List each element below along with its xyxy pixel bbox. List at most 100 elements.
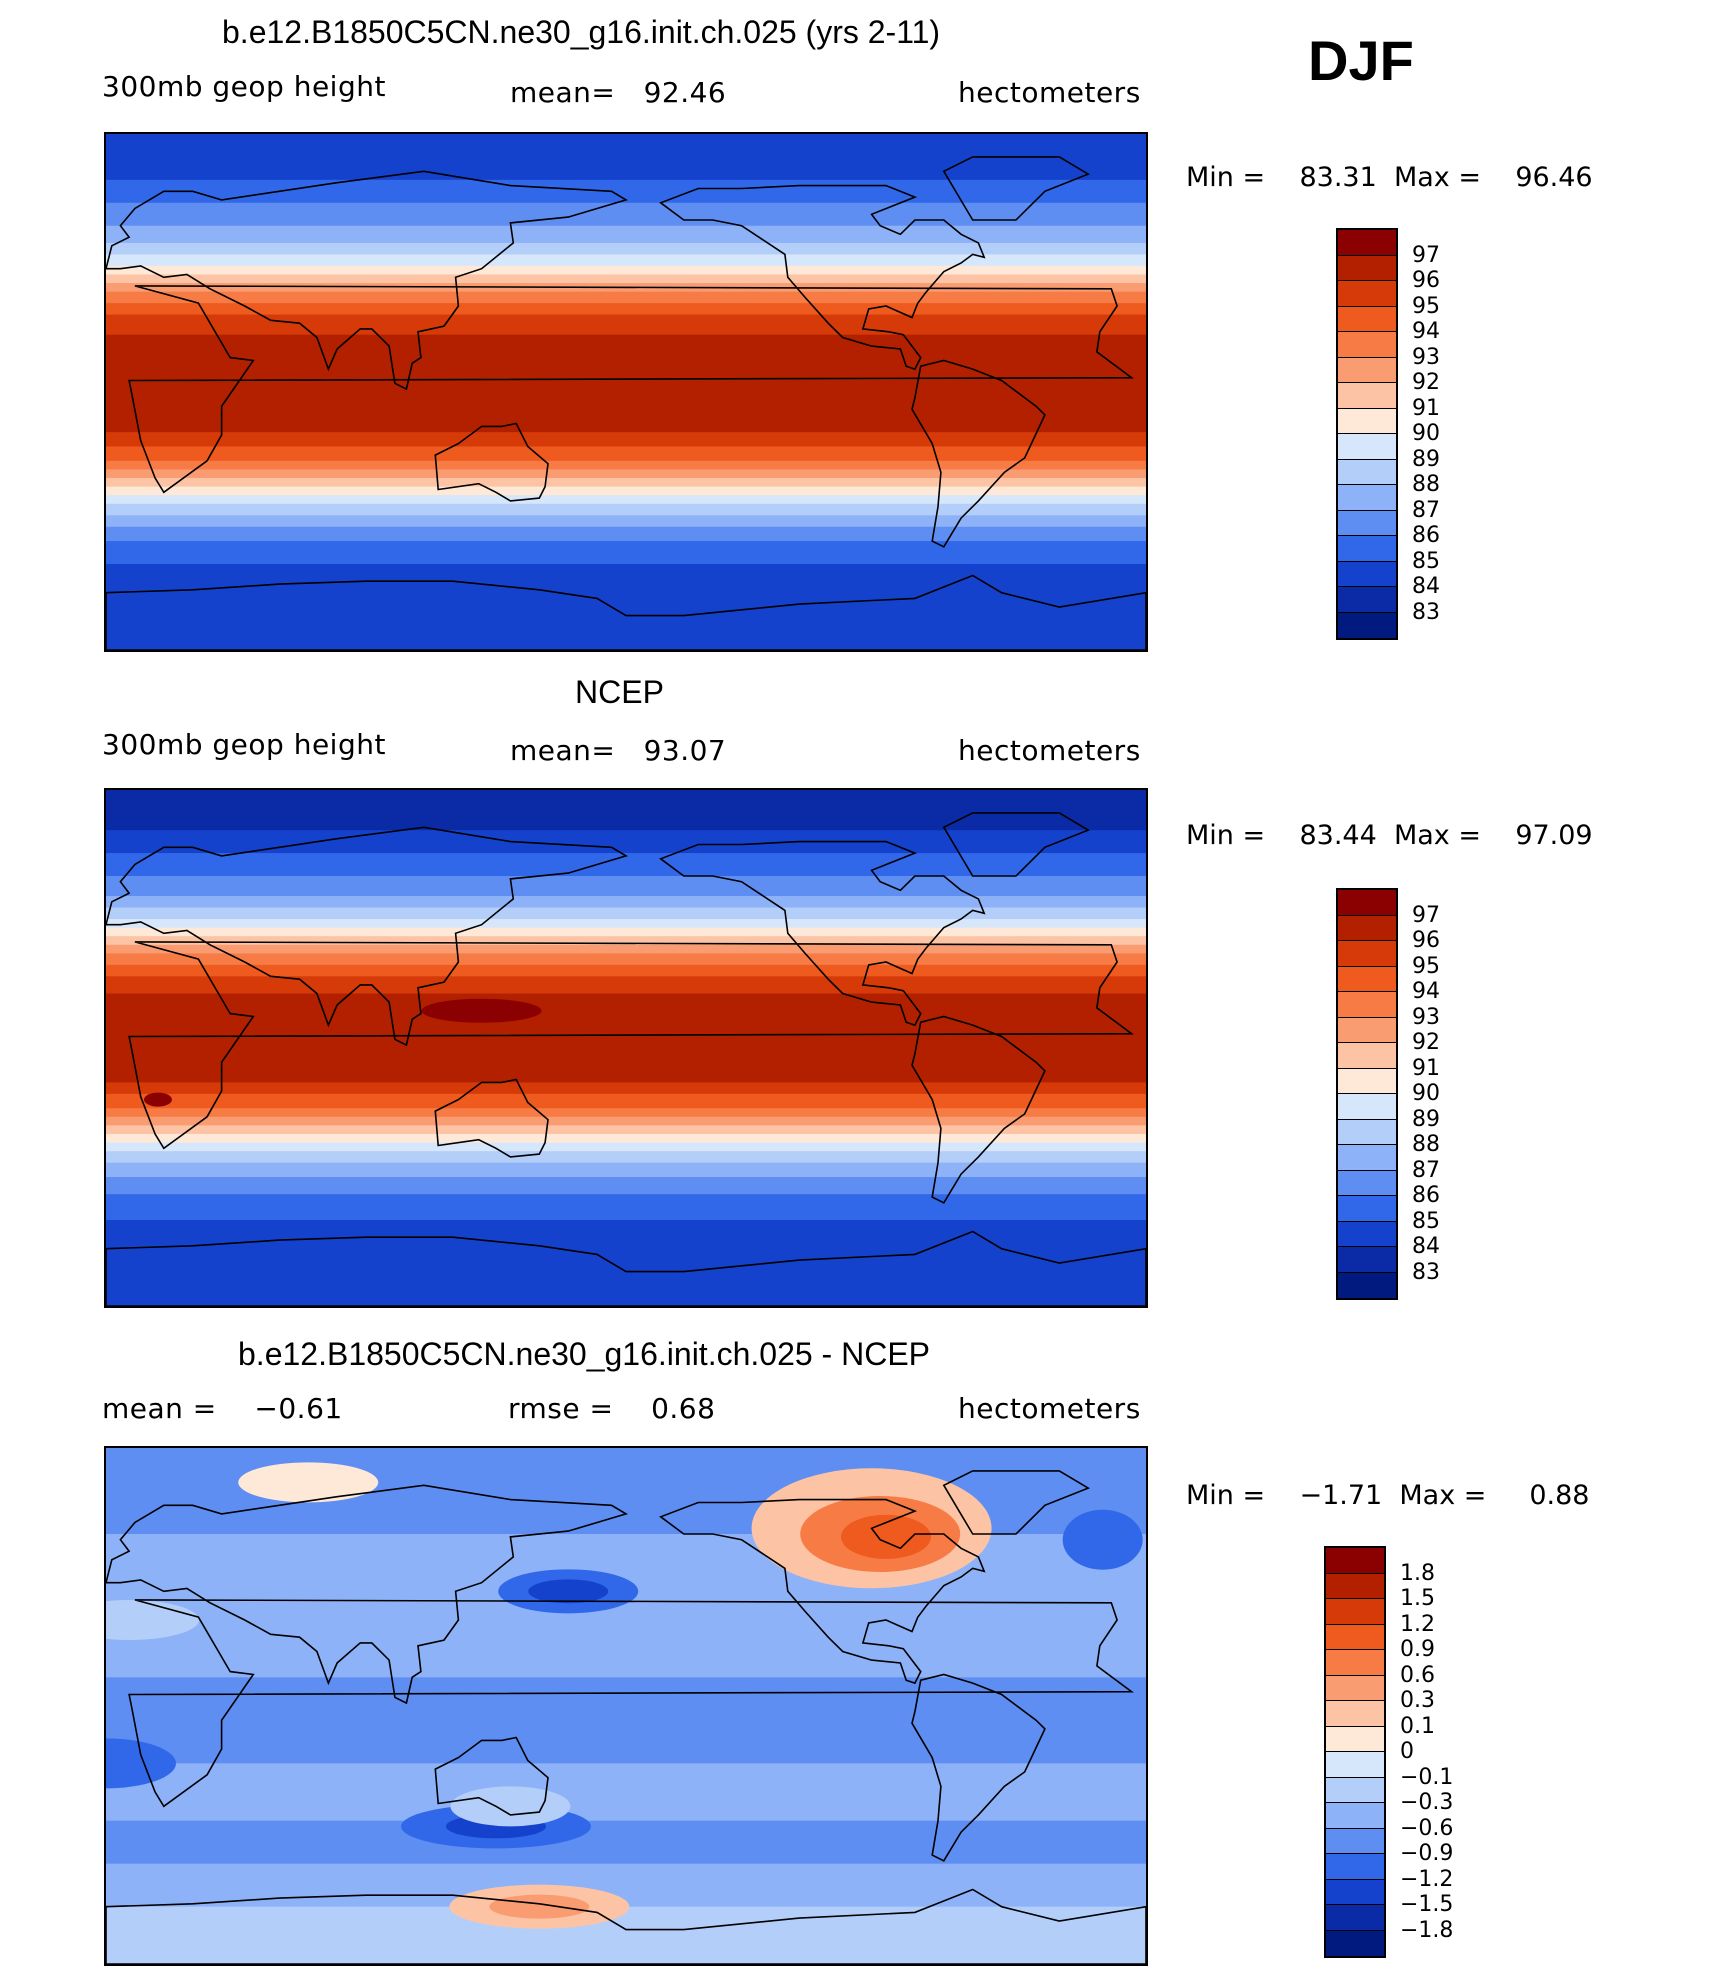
- coastline: [106, 1230, 1146, 1306]
- colorbar-tick-label: 90: [1412, 421, 1440, 446]
- colorbar-cell: [1326, 1701, 1384, 1727]
- contour-band: [106, 993, 1146, 1084]
- colorbar-cell: [1338, 1272, 1396, 1298]
- contour-band: [106, 564, 1146, 650]
- colorbar-cell: [1326, 1624, 1384, 1650]
- contour-band: [106, 1820, 1146, 1865]
- coastline: [106, 1888, 1146, 1964]
- contour-band: [106, 1134, 1146, 1144]
- panel2-variable: 300mb geop height: [102, 728, 386, 761]
- coastline: [106, 826, 628, 1047]
- colorbar-tick-label: 91: [1412, 1055, 1440, 1081]
- colorbar-cell: [1338, 941, 1396, 967]
- panel1-min-label: Min =: [1186, 162, 1266, 193]
- colorbar-cell: [1338, 1094, 1396, 1120]
- contour-band: [106, 254, 1146, 267]
- contour-band: [106, 790, 1146, 832]
- panel1-min-value: 83.31: [1299, 162, 1377, 193]
- colorbar-cell: [1338, 357, 1396, 383]
- colorbar-cell: [1326, 1879, 1384, 1905]
- colorbar-cell: [1338, 1068, 1396, 1094]
- coastline: [128, 941, 1135, 1150]
- contour-region: [1062, 1509, 1143, 1570]
- coastline: [106, 1484, 628, 1705]
- colorbar-cell: [1326, 1599, 1384, 1625]
- colorbar-tick-label: 86: [1412, 1183, 1440, 1208]
- colorbar-cell: [1338, 1017, 1396, 1043]
- colorbar-tick-label: 85: [1412, 1208, 1440, 1234]
- colorbar-cell: [1338, 1196, 1396, 1222]
- colorbar-cell: [1338, 255, 1396, 281]
- contour-band: [106, 936, 1146, 946]
- coastline: [911, 1673, 1046, 1862]
- contour-band: [106, 314, 1146, 336]
- contour-band: [106, 495, 1146, 505]
- panel1-colorbar: [1336, 228, 1398, 640]
- panel1-title: b.e12.B1850C5CN.ne30_g16.init.ch.025 (yr…: [222, 14, 941, 50]
- contour-band: [106, 515, 1146, 528]
- contour-band: [106, 1082, 1146, 1095]
- colorbar-cell: [1338, 915, 1396, 941]
- colorbar-tick-label: 1.8: [1400, 1560, 1435, 1586]
- season-label: DJF: [1308, 29, 1414, 92]
- contour-band: [106, 503, 1146, 517]
- colorbar-tick-label: 83: [1412, 1259, 1440, 1285]
- contour-band: [106, 1162, 1146, 1178]
- panel3-rmse-label: rmse =: [508, 1392, 614, 1425]
- colorbar-cell: [1338, 332, 1396, 358]
- coastline: [106, 574, 1146, 650]
- colorbar-tick-label: 0.1: [1400, 1713, 1435, 1739]
- colorbar-cell: [1338, 561, 1396, 587]
- colorbar-tick-label: 97: [1412, 242, 1440, 268]
- contour-band: [106, 830, 1146, 855]
- colorbar-cell: [1338, 459, 1396, 485]
- colorbar-tick-label: 91: [1412, 395, 1440, 421]
- panel2-mean-label: mean=: [510, 734, 616, 767]
- colorbar-tick-label: −1.2: [1400, 1866, 1454, 1892]
- panel3-min-label: Min =: [1186, 1480, 1266, 1511]
- panel2-max-label: Max =: [1393, 820, 1481, 851]
- colorbar-tick-label: 0: [1400, 1739, 1414, 1764]
- colorbar-tick-label: 87: [1412, 497, 1440, 523]
- contour-band: [106, 478, 1146, 488]
- coastline: [659, 1498, 986, 1685]
- colorbar-tick-label: 97: [1412, 902, 1440, 928]
- coastline: [659, 184, 986, 371]
- colorbar-tick-label: 84: [1412, 1234, 1440, 1259]
- contour-band: [106, 1863, 1146, 1908]
- contour-region: [421, 998, 542, 1023]
- panel1-map: [104, 132, 1148, 652]
- coastline: [128, 1599, 1135, 1808]
- contour-band: [106, 1151, 1146, 1164]
- colorbar-cell: [1338, 966, 1396, 992]
- colorbar-cell: [1338, 890, 1396, 916]
- panel3-mean-value: −0.61: [254, 1392, 343, 1425]
- contour-band: [106, 927, 1146, 938]
- contour-band: [106, 919, 1146, 929]
- panel3-map: [104, 1446, 1148, 1966]
- contour-band: [106, 541, 1146, 565]
- colorbar-cell: [1338, 1221, 1396, 1247]
- panel3-max-label: Max =: [1399, 1480, 1487, 1511]
- contour-band: [106, 953, 1146, 966]
- contour-band: [106, 1177, 1146, 1196]
- panel3-title: b.e12.B1850C5CN.ne30_g16.init.ch.025 - N…: [238, 1336, 930, 1372]
- coastline: [434, 1736, 549, 1816]
- contour-band: [106, 460, 1146, 471]
- colorbar-cell: [1338, 1170, 1396, 1196]
- contour-band: [106, 1093, 1146, 1110]
- colorbar-cell: [1338, 485, 1396, 511]
- contour-band: [106, 242, 1146, 256]
- colorbar-tick-label: −0.6: [1400, 1815, 1454, 1841]
- panel1-mean-label: mean=: [510, 76, 616, 109]
- colorbar-tick-label: −1.8: [1400, 1917, 1454, 1943]
- colorbar-cell: [1326, 1675, 1384, 1701]
- panel3-colorbar: [1324, 1546, 1386, 1958]
- colorbar-tick-label: 0.3: [1400, 1688, 1435, 1713]
- contour-region: [841, 1514, 931, 1559]
- colorbar-tick-label: 93: [1412, 344, 1440, 370]
- contour-band: [106, 486, 1146, 497]
- colorbar-cell: [1338, 383, 1396, 409]
- contour-band: [106, 1108, 1146, 1118]
- contour-band: [106, 446, 1146, 462]
